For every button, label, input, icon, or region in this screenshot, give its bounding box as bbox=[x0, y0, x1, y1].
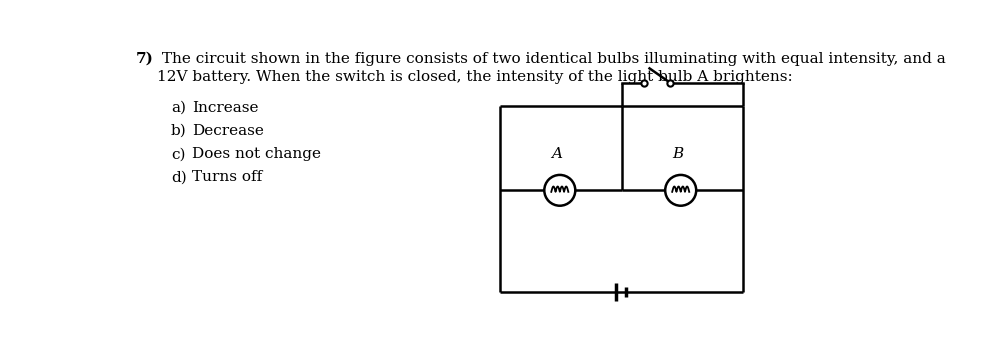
Text: 7): 7) bbox=[136, 52, 154, 66]
Text: d): d) bbox=[171, 170, 187, 184]
Text: A: A bbox=[552, 147, 563, 161]
Text: a): a) bbox=[171, 101, 186, 115]
Text: Does not change: Does not change bbox=[193, 147, 321, 161]
Circle shape bbox=[545, 175, 576, 206]
Text: b): b) bbox=[171, 124, 187, 138]
Text: The circuit shown in the figure consists of two identical bulbs illuminating wit: The circuit shown in the figure consists… bbox=[157, 52, 945, 84]
Text: Turns off: Turns off bbox=[193, 170, 262, 184]
Circle shape bbox=[665, 175, 696, 206]
Text: Decrease: Decrease bbox=[193, 124, 264, 138]
Text: B: B bbox=[672, 147, 683, 161]
Text: Increase: Increase bbox=[193, 101, 259, 115]
Text: c): c) bbox=[171, 147, 185, 161]
